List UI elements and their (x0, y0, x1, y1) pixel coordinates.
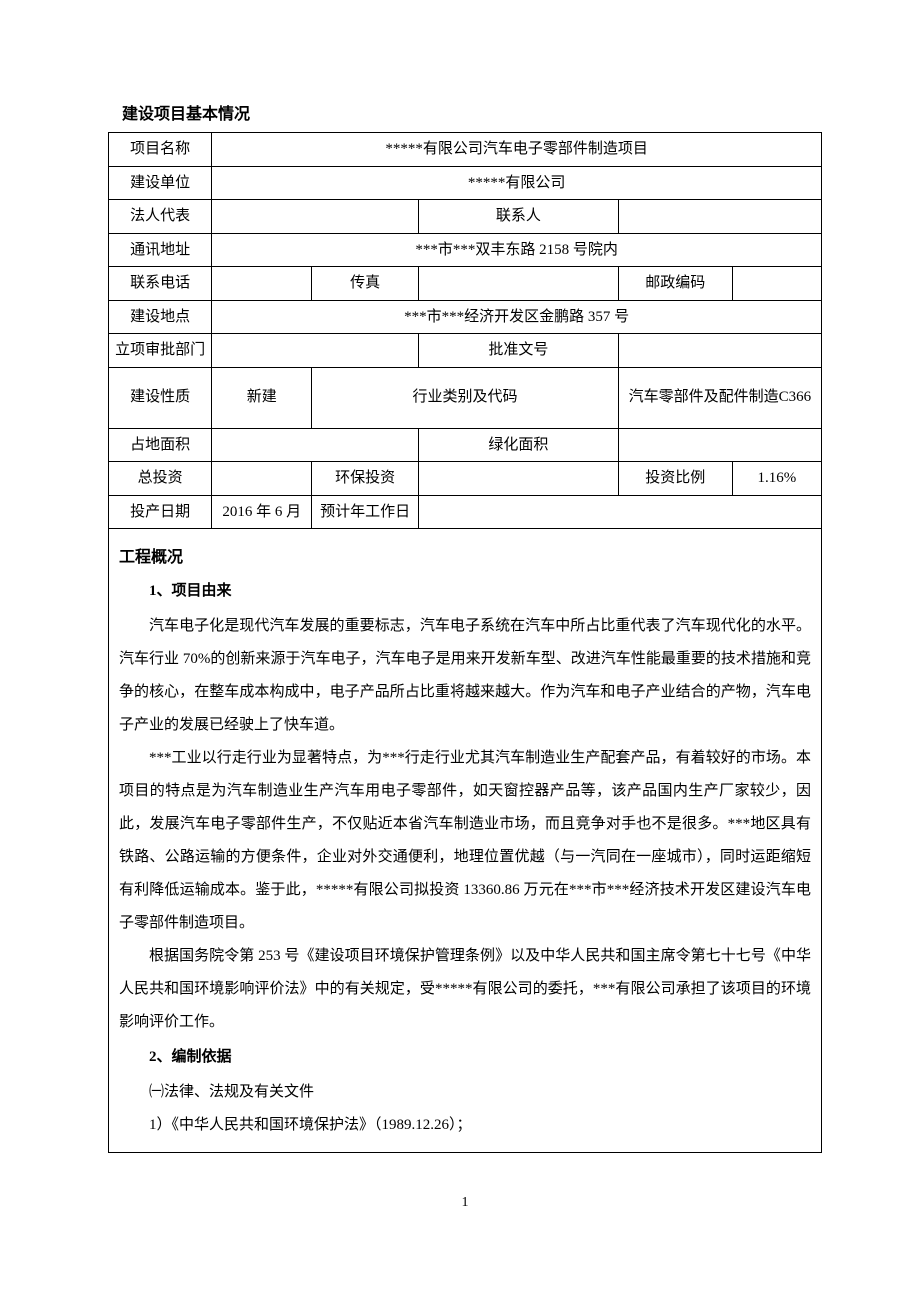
reference-line-1: ㈠法律、法规及有关文件 (119, 1076, 811, 1109)
cell-value (419, 462, 619, 496)
cell-label: 行业类别及代码 (312, 367, 619, 428)
table-row: 占地面积 绿化面积 (109, 428, 822, 462)
paragraph-3: 根据国务院令第 253 号《建设项目环境保护管理条例》以及中华人民共和国主席令第… (119, 940, 811, 1039)
cell-value: ***市***经济开发区金鹏路 357 号 (212, 300, 822, 334)
cell-label: 建设地点 (109, 300, 212, 334)
cell-label: 占地面积 (109, 428, 212, 462)
cell-label: 联系电话 (109, 267, 212, 301)
cell-value (419, 267, 619, 301)
cell-value (212, 200, 419, 234)
overview-box: 工程概况 1、项目由来 汽车电子化是现代汽车发展的重要标志，汽车电子系统在汽车中… (108, 529, 822, 1153)
cell-value (618, 428, 821, 462)
cell-value: ***市***双丰东路 2158 号院内 (212, 233, 822, 267)
table-row: 建设地点 ***市***经济开发区金鹏路 357 号 (109, 300, 822, 334)
table-row: 立项审批部门 批准文号 (109, 334, 822, 368)
cell-label: 环保投资 (312, 462, 419, 496)
cell-value: 2016 年 6 月 (212, 495, 312, 529)
cell-label: 联系人 (419, 200, 619, 234)
cell-value: 汽车零部件及配件制造C366 (618, 367, 821, 428)
cell-value (212, 462, 312, 496)
project-info-table: 项目名称 *****有限公司汽车电子零部件制造项目 建设单位 *****有限公司… (108, 132, 822, 529)
cell-label: 传真 (312, 267, 419, 301)
document-page: 建设项目基本情况 项目名称 *****有限公司汽车电子零部件制造项目 建设单位 … (0, 0, 920, 1251)
cell-value (618, 334, 821, 368)
cell-label: 项目名称 (109, 133, 212, 167)
cell-label: 投产日期 (109, 495, 212, 529)
reference-line-2: 1）《中华人民共和国环境保护法》（1989.12.26）； (119, 1109, 811, 1142)
cell-value (732, 267, 821, 301)
cell-value: *****有限公司汽车电子零部件制造项目 (212, 133, 822, 167)
cell-value: 1.16% (732, 462, 821, 496)
cell-value: *****有限公司 (212, 166, 822, 200)
cell-value: 新建 (212, 367, 312, 428)
table-row: 建设性质 新建 行业类别及代码 汽车零部件及配件制造C366 (109, 367, 822, 428)
table-row: 投产日期 2016 年 6 月 预计年工作日 (109, 495, 822, 529)
cell-label: 建设性质 (109, 367, 212, 428)
table-row: 建设单位 *****有限公司 (109, 166, 822, 200)
paragraph-1: 汽车电子化是现代汽车发展的重要标志，汽车电子系统在汽车中所占比重代表了汽车现代化… (119, 610, 811, 742)
cell-label: 总投资 (109, 462, 212, 496)
section2-heading: 2、编制依据 (119, 1045, 811, 1066)
table-row: 总投资 环保投资 投资比例 1.16% (109, 462, 822, 496)
paragraph-2: ***工业以行走行业为显著特点，为***行走行业尤其汽车制造业生产配套产品，有着… (119, 742, 811, 940)
section1-heading: 1、项目由来 (119, 579, 811, 600)
cell-label: 立项审批部门 (109, 334, 212, 368)
cell-value (618, 200, 821, 234)
cell-label: 通讯地址 (109, 233, 212, 267)
cell-value (212, 267, 312, 301)
cell-label: 建设单位 (109, 166, 212, 200)
table-row: 法人代表 联系人 (109, 200, 822, 234)
overview-heading: 工程概况 (119, 543, 811, 567)
table-row: 联系电话 传真 邮政编码 (109, 267, 822, 301)
cell-value (212, 428, 419, 462)
table-row: 通讯地址 ***市***双丰东路 2158 号院内 (109, 233, 822, 267)
table-row: 项目名称 *****有限公司汽车电子零部件制造项目 (109, 133, 822, 167)
cell-label: 预计年工作日 (312, 495, 419, 529)
cell-label: 邮政编码 (618, 267, 732, 301)
cell-label: 绿化面积 (419, 428, 619, 462)
cell-label: 批准文号 (419, 334, 619, 368)
cell-label: 法人代表 (109, 200, 212, 234)
section-title: 建设项目基本情况 (122, 100, 822, 124)
page-number: 1 (108, 1195, 822, 1211)
cell-value (212, 334, 419, 368)
cell-label: 投资比例 (618, 462, 732, 496)
cell-value (419, 495, 822, 529)
